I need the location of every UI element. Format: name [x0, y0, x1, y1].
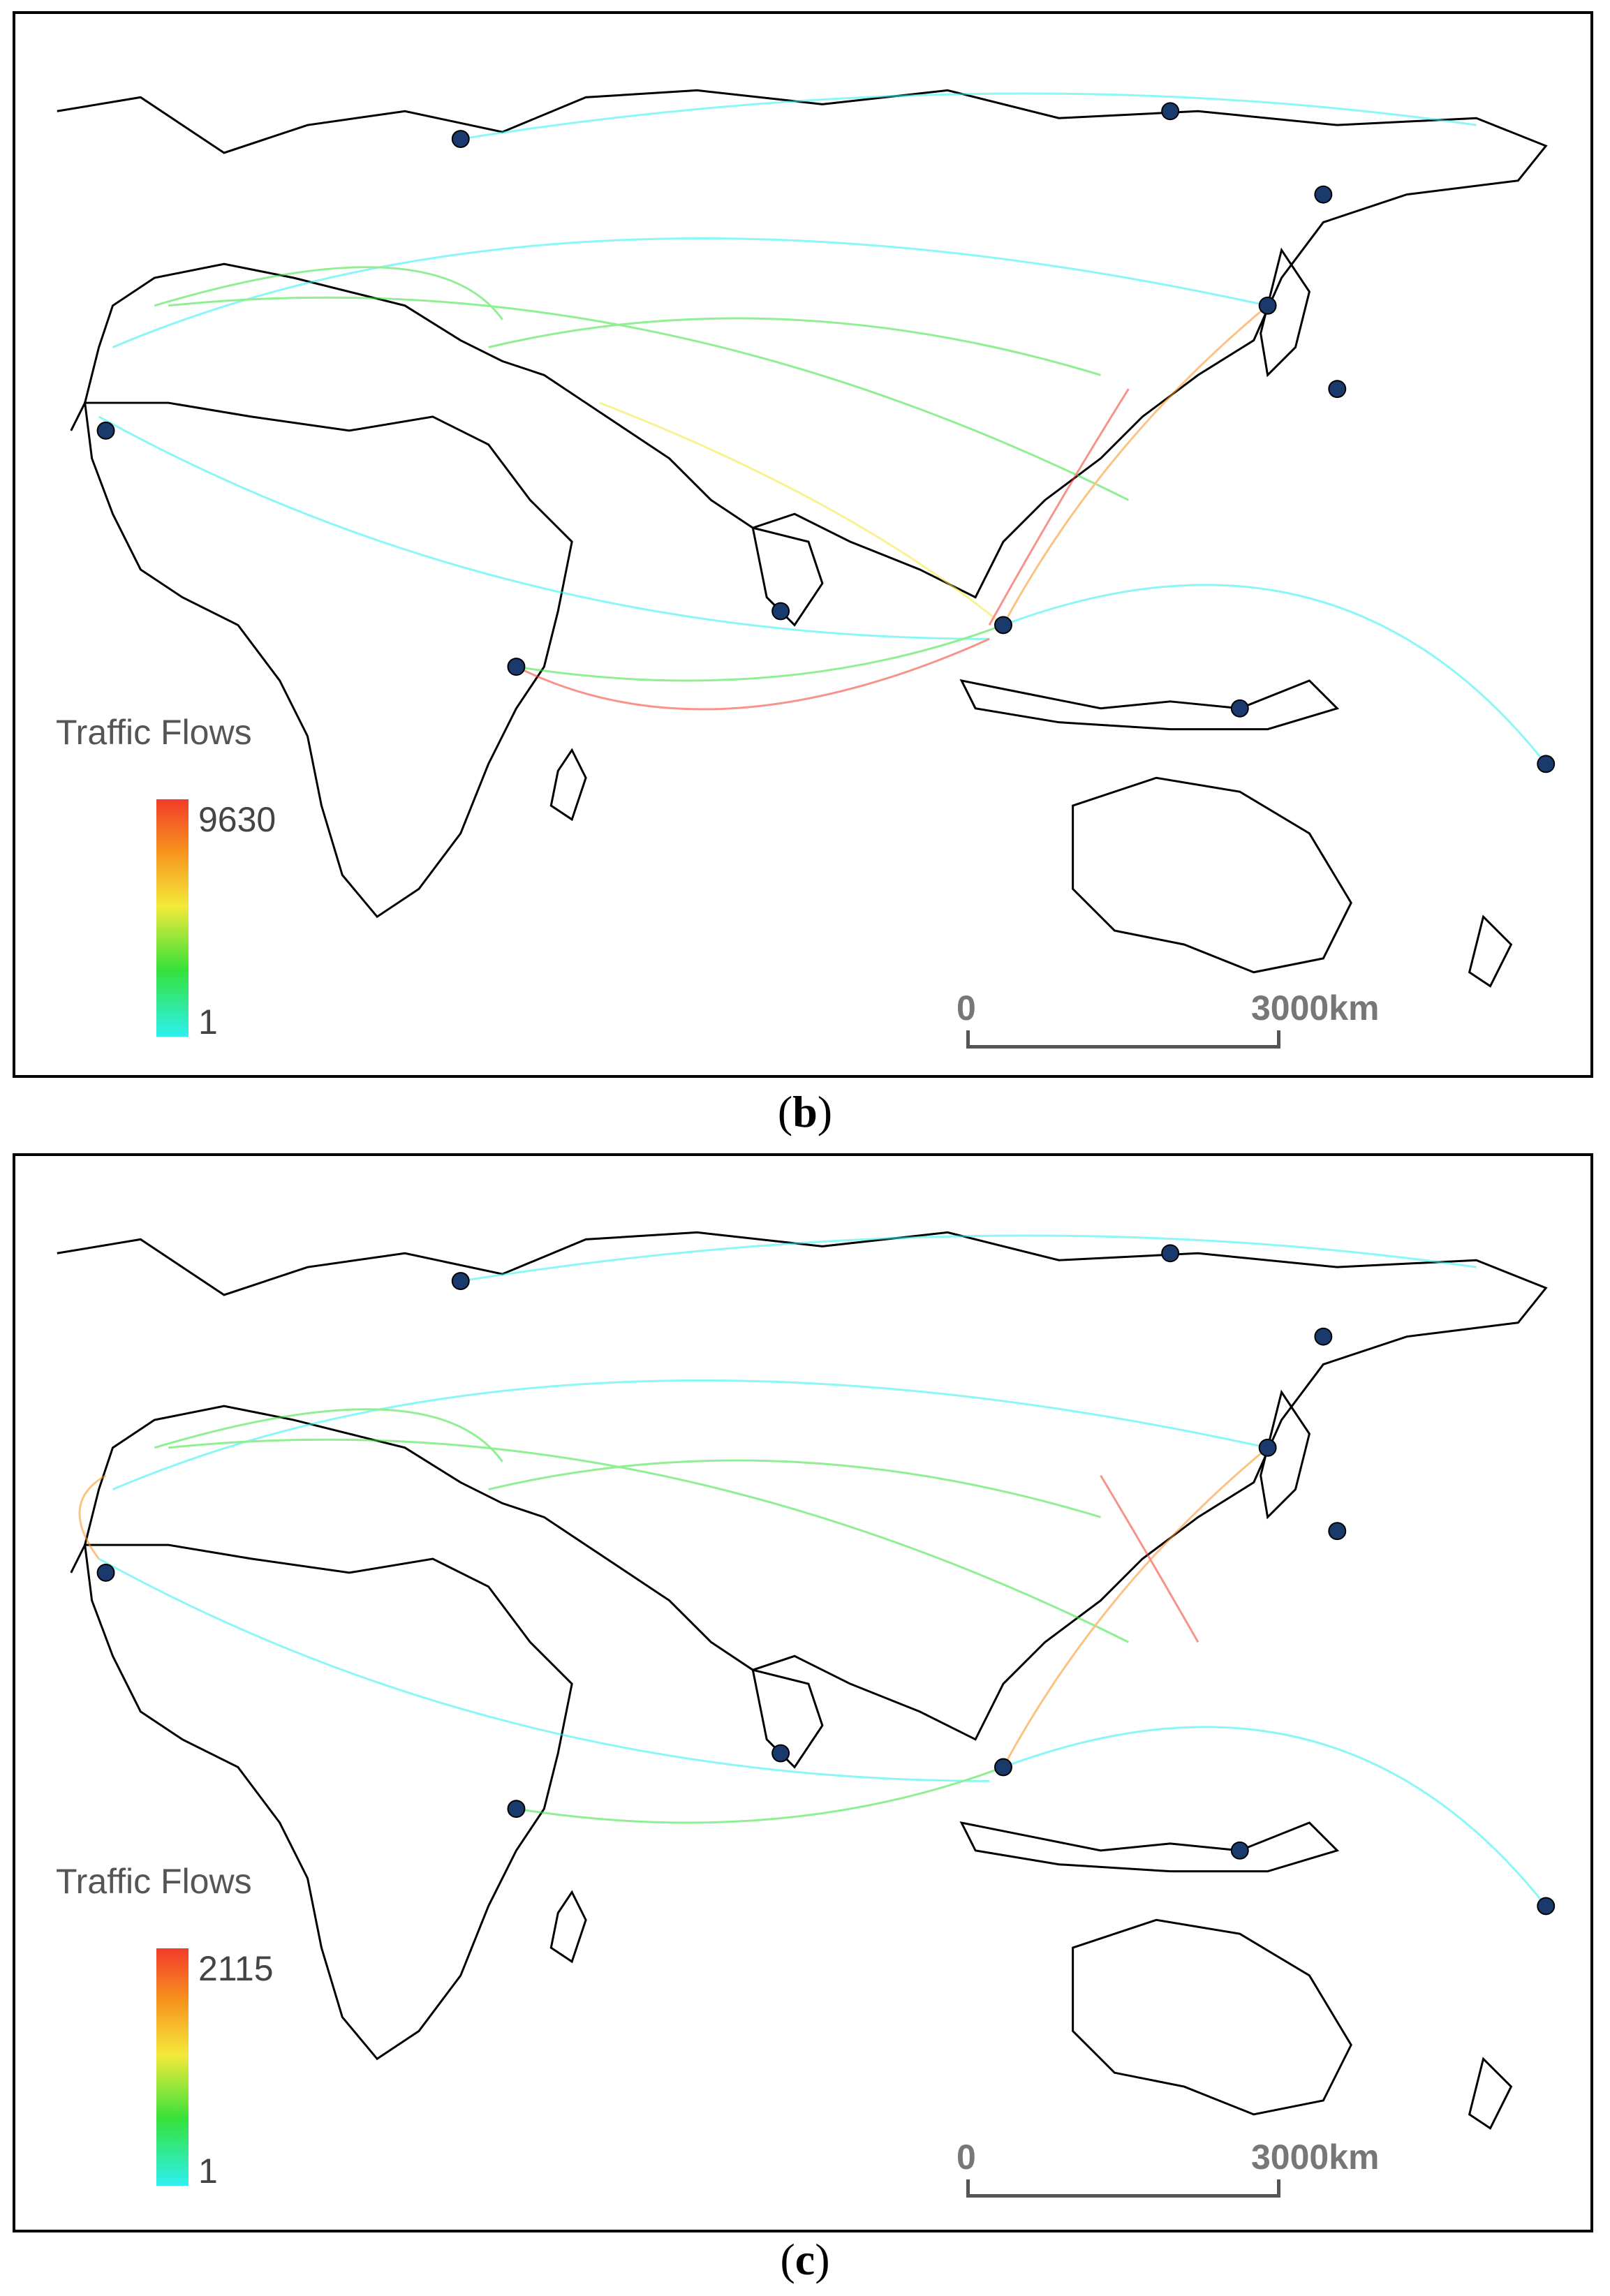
flow-line: [154, 266, 503, 320]
port-node: [994, 1758, 1012, 1777]
flow-line: [154, 1408, 503, 1462]
port-node: [771, 1744, 790, 1763]
legend-title: Traffic Flows: [56, 713, 252, 752]
port-node: [1537, 755, 1556, 773]
flow-line: [78, 1474, 107, 1560]
port-node: [1314, 185, 1333, 204]
india-outline: [751, 1668, 824, 1769]
australia-outline: [1072, 776, 1352, 974]
flow-line: [988, 388, 1130, 626]
flow-line: [168, 1438, 1130, 1643]
new-zealand-outline: [1468, 914, 1513, 988]
panel-caption-b: (b): [777, 1087, 833, 1136]
scale-bar: [966, 2179, 1280, 2198]
japan-outline: [1260, 1389, 1311, 1520]
port-node: [1161, 102, 1180, 121]
europe-asia-outline: [57, 1231, 1548, 1741]
port-node: [451, 130, 470, 148]
africa-outline: [83, 1543, 573, 2061]
flow-line: [516, 623, 1004, 682]
flow-line: [460, 92, 1477, 140]
india-outline: [751, 526, 824, 627]
flow-line: [98, 1557, 990, 1782]
port-node: [451, 1272, 470, 1291]
indonesia-outline: [959, 1821, 1340, 1873]
port-node: [1258, 1438, 1277, 1457]
port-node: [771, 602, 790, 621]
port-node: [96, 421, 115, 440]
scale-bar-zero-label: 0: [957, 2138, 976, 2177]
flow-line: [1003, 584, 1547, 765]
legend-max-value: 2115: [198, 1949, 274, 1988]
flow-line: [168, 296, 1130, 501]
flow-line: [112, 237, 1268, 348]
madagascar-outline: [549, 748, 587, 822]
port-node: [1314, 1327, 1333, 1346]
scale-bar-distance-label: 3000km: [1251, 988, 1380, 1028]
landmasses: [57, 1231, 1548, 2130]
port-node: [96, 1563, 115, 1582]
traffic-flows: [78, 1234, 1547, 1907]
port-node: [1230, 1841, 1249, 1860]
traffic-flows: [98, 92, 1547, 765]
japan-outline: [1260, 247, 1311, 378]
flow-line: [98, 415, 990, 640]
flow-line: [516, 1766, 1004, 1824]
madagascar-outline: [549, 1890, 587, 1964]
flow-line: [1002, 304, 1269, 626]
flow-line: [1003, 1726, 1547, 1907]
flow-line: [488, 1459, 1101, 1518]
flow-line: [488, 317, 1101, 376]
port-node: [507, 658, 526, 676]
port-node: [1328, 1522, 1347, 1541]
port-node: [994, 616, 1012, 635]
legend-min-value: 1: [198, 2151, 218, 2191]
legend-color-ramp: [156, 1948, 189, 2186]
flow-line: [1100, 1474, 1199, 1643]
africa-outline: [83, 401, 573, 919]
legend-min-value: 1: [198, 1002, 218, 1042]
scale-bar-distance-label: 3000km: [1251, 2138, 1380, 2177]
panel-caption-c: (c): [780, 2235, 830, 2284]
port-node: [507, 1800, 526, 1819]
legend-max-value: 9630: [198, 800, 276, 839]
map-panel-c: Traffic Flows 2115 1 0 3000km: [13, 1153, 1593, 2232]
australia-outline: [1072, 1918, 1352, 2116]
flow-line: [515, 637, 990, 711]
port-node: [1230, 699, 1249, 718]
indonesia-outline: [959, 679, 1340, 731]
port-node: [1161, 1244, 1180, 1263]
flow-line: [1002, 1446, 1269, 1768]
map-panel-b: Traffic Flows 9630 1 0 3000km: [13, 11, 1593, 1078]
europe-asia-outline: [57, 89, 1548, 599]
flow-line: [460, 1234, 1477, 1282]
port-nodes: [96, 1244, 1556, 1916]
port-nodes: [96, 102, 1556, 773]
new-zealand-outline: [1468, 2057, 1513, 2130]
map-canvas-c: [57, 1231, 1556, 2130]
flow-line: [112, 1379, 1268, 1490]
landmasses: [57, 89, 1548, 988]
scale-bar-zero-label: 0: [957, 988, 976, 1028]
legend-title: Traffic Flows: [56, 1862, 252, 1901]
port-node: [1328, 380, 1347, 399]
port-node: [1537, 1897, 1556, 1916]
port-node: [1258, 296, 1277, 315]
legend-color-ramp: [156, 799, 189, 1037]
map-canvas-b: [57, 89, 1556, 988]
scale-bar: [966, 1030, 1280, 1049]
flow-line: [599, 401, 1004, 626]
